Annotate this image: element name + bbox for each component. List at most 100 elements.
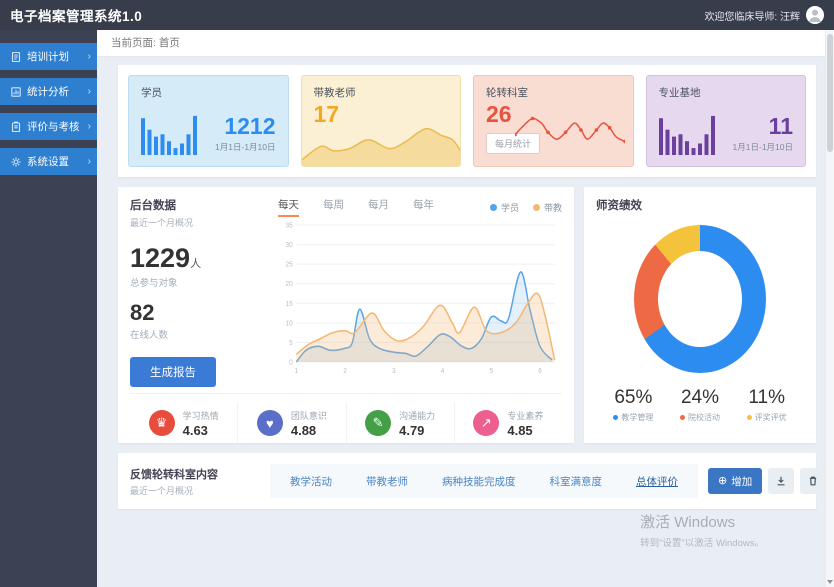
sidebar-item-label: 统计分析 <box>27 86 69 98</box>
card-subtitle: 最近一个月概况 <box>130 218 194 228</box>
stat-card-students: 学员 1212 1月1日-1月10日 <box>128 75 289 167</box>
backend-data-card: 后台数据 最近一个月概况 1229人 总参与对象 82 在线人数 生成报告 <box>118 187 574 444</box>
sidebar: 培训计划 › 统计分析 › 评价与考核 › <box>0 30 97 587</box>
stat-card-value: 26 <box>486 101 512 127</box>
mini-line-chart <box>514 116 625 144</box>
svg-text:35: 35 <box>286 222 293 229</box>
card-title: 后台数据 <box>130 200 176 212</box>
tab-supervising-teachers[interactable]: 带教老师 <box>366 475 408 488</box>
stat-card-value: 11 <box>768 112 793 139</box>
stat-card-bases: 专业基地 11 1月1日-1月10日 <box>645 75 806 167</box>
top-header: 电子档案管理系统1.0 欢迎您临床导师: 汪辉 <box>0 0 834 30</box>
card-title: 反馈轮转科室内容 <box>130 468 218 481</box>
sidebar-item-training-plan[interactable]: 培训计划 › <box>0 43 97 70</box>
download-button[interactable] <box>768 468 795 494</box>
metric-communication: ✎ 沟通能力 4.79 <box>345 402 454 444</box>
online-label: 在线人数 <box>130 330 169 341</box>
feedback-card: 反馈轮转科室内容 最近一个月概况 教学活动 带教老师 病种技能完成度 科室满意度… <box>118 453 826 509</box>
period-tabs: 每天 每周 每月 每年 学员 带教 <box>278 197 562 217</box>
feedback-toolbar: ⊕ 增加 <box>708 468 826 494</box>
stat-card-title: 轮转科室 <box>486 87 528 99</box>
tab-daily[interactable]: 每天 <box>278 197 299 217</box>
tab-dept-satisfaction[interactable]: 科室满意度 <box>549 475 603 488</box>
sidebar-item-settings[interactable]: 系统设置 › <box>0 148 97 175</box>
generate-report-button[interactable]: 生成报告 <box>130 357 216 387</box>
donut-legend: 65% 教学管理 24% 院校活动 11% 评奖评优 <box>596 387 804 423</box>
stat-card-title: 带教老师 <box>313 87 356 99</box>
add-button[interactable]: ⊕ 增加 <box>708 468 763 494</box>
chevron-right-icon: › <box>87 86 91 97</box>
windows-watermark: 激活 Windows 转到"设置"以激活 Windows。 <box>640 514 764 549</box>
download-icon <box>777 476 785 486</box>
stat-card-band: 学员 1212 1月1日-1月10日 带教老师 17 轮转科室 26 每月统计 <box>118 65 816 177</box>
stat-card-title: 学员 <box>141 87 162 99</box>
legend-dot-teachers <box>532 203 540 211</box>
heart-icon: ♥ <box>256 410 283 436</box>
svg-text:15: 15 <box>286 301 293 308</box>
metric-teamwork: ♥ 团队意识 4.88 <box>237 402 345 444</box>
pencil-icon: ✎ <box>365 410 392 436</box>
faculty-performance-card: 师资绩效 65% 教学管理 24% 院校活动 11% 评奖评优 <box>584 187 816 443</box>
legend-dot <box>613 415 619 420</box>
breadcrumb: 当前页面: 首页 <box>97 30 826 57</box>
trend-chart-icon: ↗ <box>473 410 500 436</box>
online-count: 82 <box>130 300 155 325</box>
svg-text:30: 30 <box>286 242 293 249</box>
donut-chart <box>634 225 766 373</box>
chevron-right-icon: › <box>87 156 91 167</box>
donut-legend-item: 65% 教学管理 <box>613 387 654 422</box>
metric-learning-enthusiasm: ♛ 学习热情 4.63 <box>130 402 237 444</box>
svg-text:1: 1 <box>295 368 299 375</box>
scrollbar-down-arrow[interactable] <box>827 580 833 584</box>
tab-weekly[interactable]: 每周 <box>323 199 344 211</box>
tab-skill-completion[interactable]: 病种技能完成度 <box>442 475 516 488</box>
document-icon <box>10 51 22 63</box>
svg-text:25: 25 <box>286 261 293 268</box>
svg-text:10: 10 <box>286 320 293 327</box>
donut-legend-item: 11% 评奖评优 <box>746 387 787 422</box>
svg-text:2: 2 <box>343 368 347 375</box>
svg-text:5: 5 <box>490 368 494 375</box>
chevron-right-icon: › <box>87 51 91 62</box>
donut-legend-item: 24% 院校活动 <box>680 387 720 422</box>
app-title: 电子档案管理系统1.0 <box>10 9 143 24</box>
metrics-row: ♛ 学习热情 4.63 ♥ 团队意识 4.88 ✎ 沟通能力 <box>130 393 562 444</box>
svg-text:3: 3 <box>392 368 396 375</box>
legend-dot <box>680 415 685 420</box>
stat-card-daterange: 1月1日-1月10日 <box>215 142 276 152</box>
tab-monthly[interactable]: 每月 <box>368 199 389 211</box>
sidebar-item-label: 培训计划 <box>27 51 69 63</box>
chart-legend: 学员 带教 <box>489 201 562 214</box>
tab-overall-evaluation[interactable]: 总体评价 <box>636 475 678 488</box>
metric-professionalism: ↗ 专业素养 4.85 <box>453 402 562 444</box>
tab-teaching-activities[interactable]: 教学活动 <box>290 475 332 488</box>
gear-icon <box>10 156 22 168</box>
legend-dot <box>746 415 752 420</box>
chevron-right-icon: › <box>87 121 91 132</box>
mini-bar-chart <box>658 115 715 155</box>
tab-yearly[interactable]: 每年 <box>413 199 434 211</box>
stat-card-departments: 轮转科室 26 每月统计 <box>473 75 634 167</box>
svg-text:4: 4 <box>441 368 445 375</box>
svg-text:5: 5 <box>289 340 293 347</box>
donut-hole <box>658 251 742 347</box>
bar-chart-icon <box>10 86 22 98</box>
sidebar-item-label: 评价与考核 <box>27 121 80 133</box>
scrollbar-thumb[interactable] <box>827 34 833 152</box>
participants-total: 1229人 <box>130 243 202 273</box>
avatar[interactable] <box>806 6 824 24</box>
legend-dot-students <box>489 203 497 211</box>
monthly-stats-button[interactable]: 每月统计 <box>486 133 541 155</box>
sidebar-item-evaluation[interactable]: 评价与考核 › <box>0 113 97 140</box>
sidebar-item-statistics[interactable]: 统计分析 › <box>0 78 97 105</box>
svg-text:0: 0 <box>289 359 293 366</box>
delete-button[interactable] <box>800 468 826 494</box>
mini-bar-chart <box>141 115 197 155</box>
svg-text:6: 6 <box>538 368 542 375</box>
welcome-text: 欢迎您临床导师: 汪辉 <box>704 11 800 23</box>
svg-text:20: 20 <box>286 281 293 288</box>
stat-card-title: 专业基地 <box>658 87 701 99</box>
activity-line-chart: 0 5 10 15 20 25 30 35 1 2 3 4 5 6 <box>286 222 556 375</box>
sidebar-item-label: 系统设置 <box>27 156 69 168</box>
user-icon <box>809 9 821 22</box>
